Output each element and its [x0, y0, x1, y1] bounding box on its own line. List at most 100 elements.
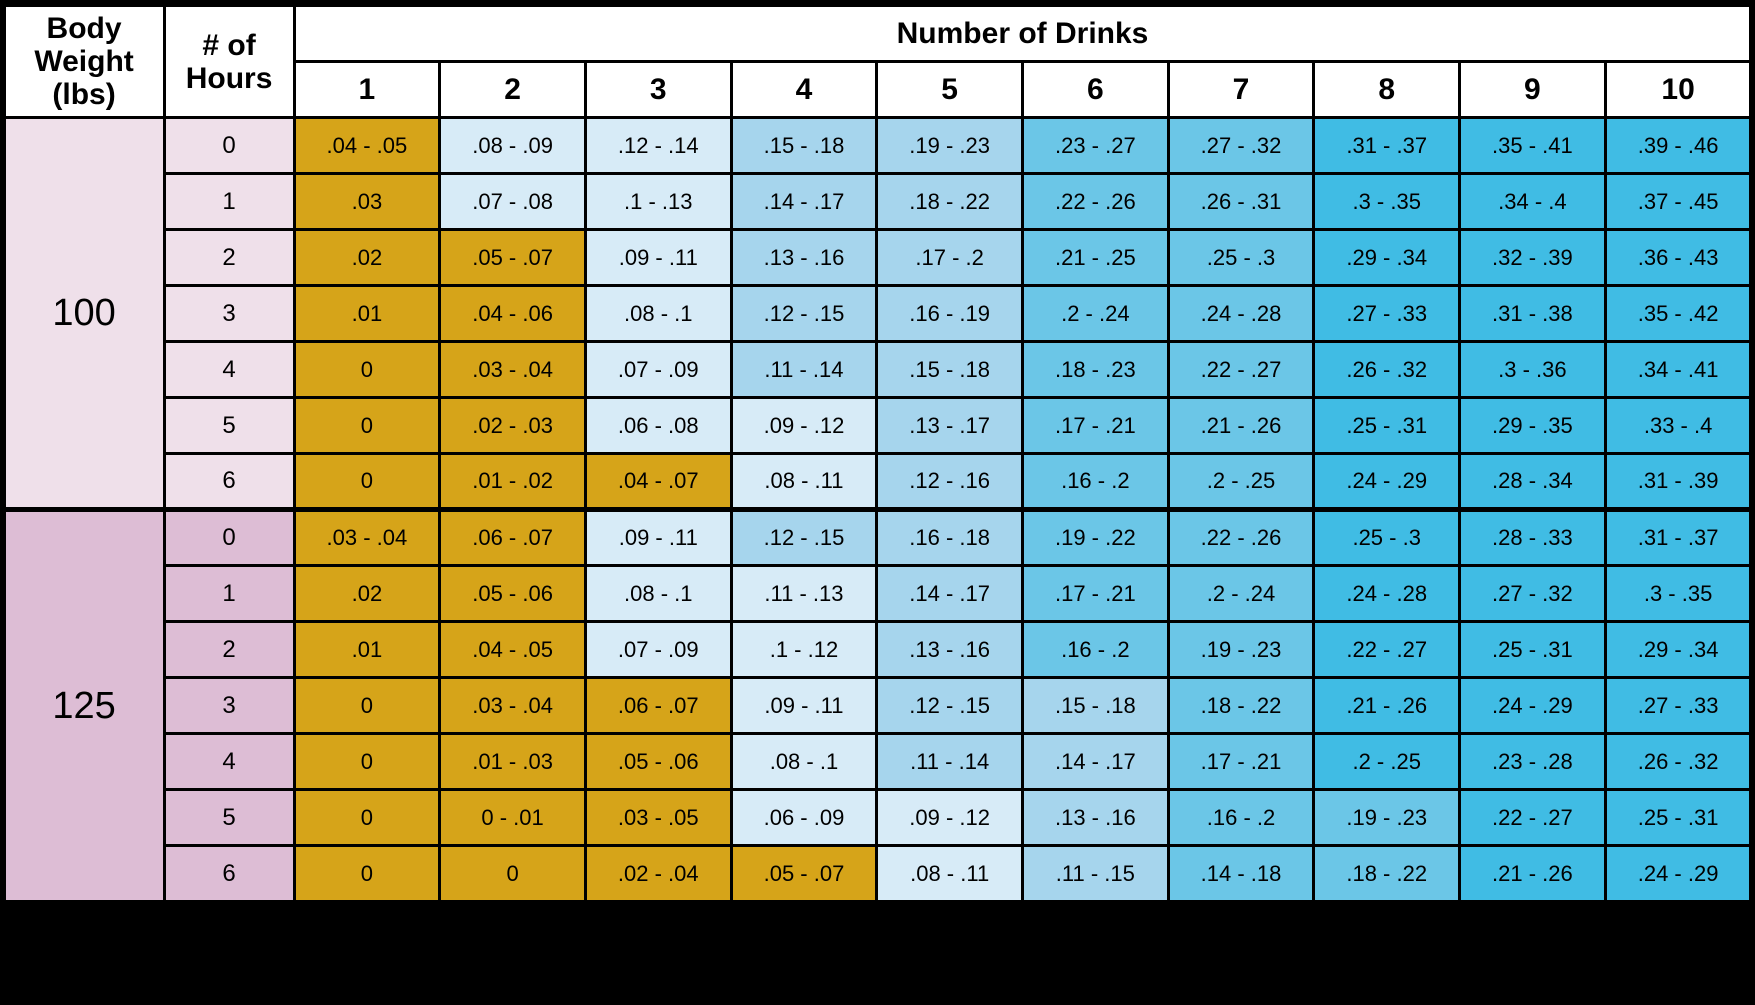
bac-cell: .16 - .2 [1022, 454, 1168, 510]
bac-cell: .15 - .18 [1022, 678, 1168, 734]
bac-cell: 0 [440, 846, 586, 902]
bac-cell: .3 - .36 [1460, 342, 1606, 398]
bac-cell: .01 [294, 622, 440, 678]
bac-cell: .22 - .27 [1314, 622, 1460, 678]
bac-cell: .14 - .17 [731, 174, 877, 230]
header-drink-4: 4 [731, 62, 877, 118]
table-body: 1000.04 - .05.08 - .09.12 - .14.15 - .18… [4, 118, 1751, 902]
table-row: 2.02.05 - .07.09 - .11.13 - .16.17 - .2.… [4, 230, 1751, 286]
bac-cell: .26 - .32 [1314, 342, 1460, 398]
bac-cell: .17 - .21 [1022, 566, 1168, 622]
bac-cell: .06 - .09 [731, 790, 877, 846]
bac-cell: .04 - .05 [294, 118, 440, 174]
hours-cell: 0 [164, 118, 294, 174]
bac-cell: .09 - .11 [585, 510, 731, 566]
bac-cell: .24 - .29 [1460, 678, 1606, 734]
bac-cell: .37 - .45 [1605, 174, 1751, 230]
table-row: 1250.03 - .04.06 - .07.09 - .11.12 - .15… [4, 510, 1751, 566]
hours-cell: 1 [164, 566, 294, 622]
bac-cell: .06 - .07 [585, 678, 731, 734]
bac-cell: .13 - .17 [877, 398, 1023, 454]
hours-cell: 5 [164, 790, 294, 846]
bac-cell: .16 - .2 [1022, 622, 1168, 678]
hours-cell: 2 [164, 622, 294, 678]
table-row: 50.02 - .03.06 - .08.09 - .12.13 - .17.1… [4, 398, 1751, 454]
bac-cell: .05 - .07 [731, 846, 877, 902]
bac-cell: .19 - .23 [1314, 790, 1460, 846]
bac-cell: .12 - .15 [731, 286, 877, 342]
bac-cell: .12 - .16 [877, 454, 1023, 510]
bac-cell: .15 - .18 [731, 118, 877, 174]
bac-cell: .21 - .26 [1314, 678, 1460, 734]
bac-cell: 0 [294, 790, 440, 846]
bac-cell: .27 - .33 [1314, 286, 1460, 342]
bac-cell: .04 - .06 [440, 286, 586, 342]
bac-cell: .17 - .21 [1168, 734, 1314, 790]
bac-cell: .13 - .16 [731, 230, 877, 286]
bac-cell: .34 - .4 [1460, 174, 1606, 230]
bac-cell: .03 - .04 [440, 342, 586, 398]
bac-cell: .14 - .17 [1022, 734, 1168, 790]
bac-cell: 0 [294, 342, 440, 398]
table-row: 500 - .01.03 - .05.06 - .09.09 - .12.13 … [4, 790, 1751, 846]
bac-cell: .03 [294, 174, 440, 230]
bac-cell: 0 [294, 398, 440, 454]
bac-cell: .12 - .15 [877, 678, 1023, 734]
bac-cell: .2 - .24 [1022, 286, 1168, 342]
bac-cell: .11 - .14 [731, 342, 877, 398]
table-row: 40.01 - .03.05 - .06.08 - .1.11 - .14.14… [4, 734, 1751, 790]
bac-cell: .23 - .28 [1460, 734, 1606, 790]
bac-cell: .3 - .35 [1314, 174, 1460, 230]
header-drink-2: 2 [440, 62, 586, 118]
bac-cell: .25 - .31 [1605, 790, 1751, 846]
hours-cell: 1 [164, 174, 294, 230]
bac-cell: .02 - .04 [585, 846, 731, 902]
bac-table: Body Weight (lbs) # of Hours Number of D… [3, 4, 1753, 903]
table-row: 2.01.04 - .05.07 - .09.1 - .12.13 - .16.… [4, 622, 1751, 678]
bac-cell: .11 - .13 [731, 566, 877, 622]
bac-cell: .14 - .17 [877, 566, 1023, 622]
weight-cell: 100 [4, 118, 164, 510]
bac-cell: .22 - .26 [1168, 510, 1314, 566]
bac-cell: .15 - .18 [877, 342, 1023, 398]
bac-cell: .1 - .12 [731, 622, 877, 678]
bac-cell: .16 - .2 [1168, 790, 1314, 846]
hours-cell: 4 [164, 342, 294, 398]
bac-cell: .2 - .25 [1314, 734, 1460, 790]
header-drink-10: 10 [1605, 62, 1751, 118]
bac-cell: .21 - .25 [1022, 230, 1168, 286]
bac-cell: 0 - .01 [440, 790, 586, 846]
bac-cell: .06 - .08 [585, 398, 731, 454]
bac-cell: .25 - .3 [1314, 510, 1460, 566]
bac-cell: .02 [294, 230, 440, 286]
bac-cell: .08 - .1 [731, 734, 877, 790]
hours-cell: 2 [164, 230, 294, 286]
bac-cell: .18 - .22 [1314, 846, 1460, 902]
bac-cell: .31 - .37 [1605, 510, 1751, 566]
table-row: 1.03.07 - .08.1 - .13.14 - .17.18 - .22.… [4, 174, 1751, 230]
table-row: 40.03 - .04.07 - .09.11 - .14.15 - .18.1… [4, 342, 1751, 398]
bac-cell: .24 - .29 [1314, 454, 1460, 510]
bac-cell: .24 - .29 [1605, 846, 1751, 902]
bac-cell: .34 - .41 [1605, 342, 1751, 398]
bac-cell: .26 - .31 [1168, 174, 1314, 230]
hours-cell: 3 [164, 678, 294, 734]
bac-cell: 0 [294, 734, 440, 790]
bac-cell: .18 - .22 [877, 174, 1023, 230]
bac-cell: .03 - .04 [440, 678, 586, 734]
bac-cell: .31 - .39 [1605, 454, 1751, 510]
bac-cell: .08 - .11 [877, 846, 1023, 902]
bac-cell: .35 - .41 [1460, 118, 1606, 174]
bac-cell: .08 - .1 [585, 566, 731, 622]
bac-cell: .14 - .18 [1168, 846, 1314, 902]
bac-cell: .12 - .14 [585, 118, 731, 174]
header-body-weight: Body Weight (lbs) [4, 6, 164, 118]
bac-cell: .28 - .33 [1460, 510, 1606, 566]
weight-cell: 125 [4, 510, 164, 902]
table-header: Body Weight (lbs) # of Hours Number of D… [4, 6, 1751, 118]
bac-cell: .19 - .23 [877, 118, 1023, 174]
bac-cell: .24 - .28 [1314, 566, 1460, 622]
bac-cell: .01 - .02 [440, 454, 586, 510]
hours-cell: 6 [164, 454, 294, 510]
bac-cell: .11 - .15 [1022, 846, 1168, 902]
